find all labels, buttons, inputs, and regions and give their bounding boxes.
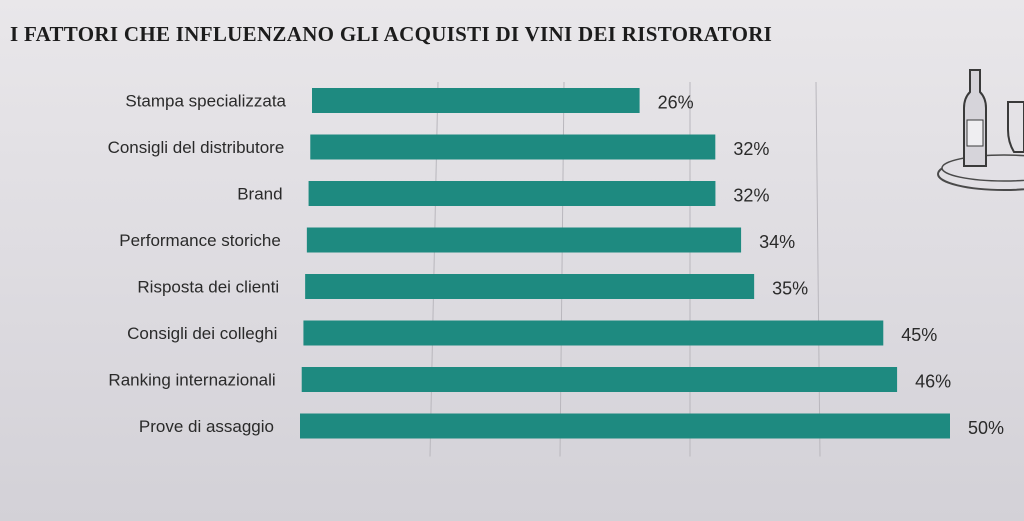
bar (300, 413, 950, 439)
bar (303, 320, 884, 346)
value-label: 32% (733, 139, 769, 159)
value-label: 26% (658, 93, 694, 113)
value-label: 32% (733, 186, 769, 206)
labels-layer: Stampa specializzata 26% Consigli del dist… (108, 92, 1004, 439)
value-label: 45% (901, 325, 937, 345)
bar (305, 274, 755, 299)
category-label: Stampa specializzata (125, 92, 286, 111)
value-label: 35% (772, 279, 808, 299)
category-label: Performance storiche (119, 231, 281, 250)
chart-title: I FATTORI CHE INFLUENZANO GLI ACQUISTI D… (10, 22, 773, 46)
category-label: Consigli dei colleghi (127, 324, 277, 343)
category-label: Risposta dei clienti (137, 278, 279, 297)
bar (312, 88, 640, 113)
bar (306, 227, 742, 253)
wine-tray-icon (937, 69, 1024, 191)
bar (310, 134, 716, 160)
bar (308, 181, 716, 206)
value-label: 46% (915, 372, 951, 392)
bars-layer (300, 88, 950, 439)
category-label: Consigli del distributore (108, 138, 285, 157)
gridline (815, 81, 821, 457)
bar (301, 367, 898, 392)
value-label: 50% (968, 418, 1004, 438)
value-label: 34% (759, 232, 795, 252)
category-label: Prove di assaggio (139, 417, 274, 436)
category-label: Ranking internazionali (108, 371, 275, 390)
category-label: Brand (237, 185, 282, 204)
